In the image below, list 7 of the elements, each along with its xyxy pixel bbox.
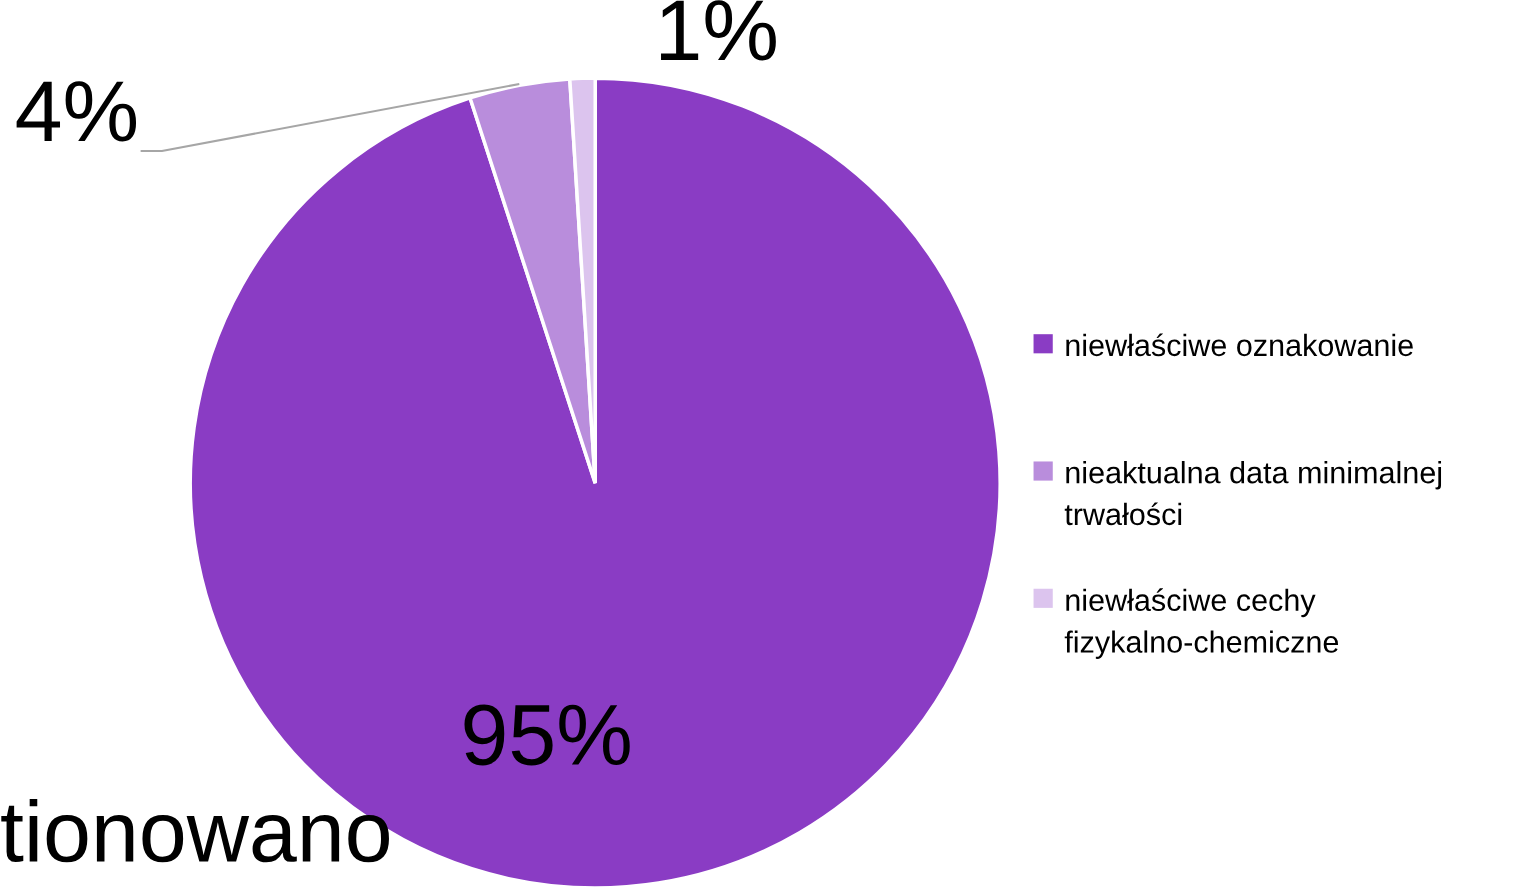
text: tionowano <box>1 799 389 863</box>
legend-label: niewłaściwe oznakowanie <box>1066 333 1413 357</box>
legend-label: niewłaściwe cechy fizykalno-chemiczne <box>1064 588 1339 659</box>
legend-label: nieaktualna data minimalnej trwałości <box>1064 461 1442 526</box>
data-label: 95% <box>464 704 630 766</box>
data-label: 1% <box>661 0 776 61</box>
data-label: 4% <box>16 81 137 142</box>
